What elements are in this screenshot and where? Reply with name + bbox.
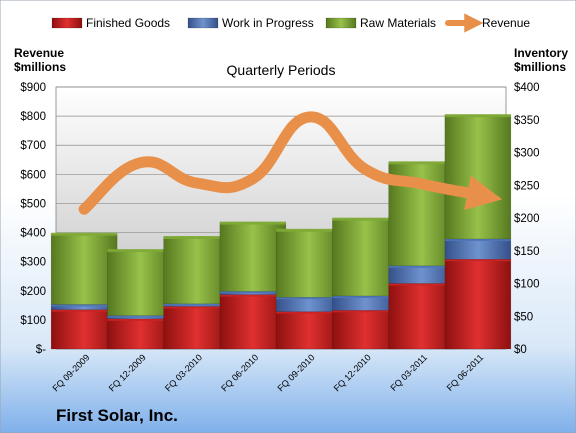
bar-cap-raw-materials <box>107 249 174 253</box>
left-axis-tick-labels: $- $100 $200 $300 $400 $500 $600 $700 $800 $900 <box>20 82 46 356</box>
bar-cap-finished-goods <box>163 305 230 309</box>
bar-cap-work-in-progress <box>276 296 343 300</box>
right-tick-label: $100 <box>514 279 540 291</box>
right-tick-label: $50 <box>514 311 533 323</box>
bar-finished-goods <box>50 309 118 350</box>
right-axis-label-line1: Inventory <box>514 46 568 60</box>
bar-series <box>50 114 512 350</box>
legend-swatch <box>51 17 83 29</box>
bar-cap-work-in-progress <box>163 302 230 306</box>
left-tick-label: $700 <box>20 140 46 152</box>
bar-cap-raw-materials <box>163 235 230 239</box>
right-tick-label: $250 <box>514 180 540 192</box>
left-tick-label: $900 <box>20 82 46 94</box>
bar-raw-materials <box>163 236 230 305</box>
bar-cap-work-in-progress <box>51 303 118 307</box>
right-tick-label: $150 <box>514 246 540 258</box>
right-tick-label: $300 <box>514 148 540 160</box>
bar-cap-finished-goods <box>276 310 343 314</box>
bar-cap-raw-materials <box>51 232 118 236</box>
revenue-line <box>78 111 503 215</box>
bar-cap-finished-goods <box>51 308 118 312</box>
bar-cap-finished-goods <box>219 293 286 297</box>
company-name: First Solar, Inc. <box>56 406 178 425</box>
bar-finished-goods <box>219 294 287 350</box>
bar-cap-finished-goods <box>444 258 511 262</box>
bar-raw-materials <box>275 229 343 298</box>
legend-label: Work in Progress <box>222 16 314 30</box>
legend-label: Finished Goods <box>86 16 170 30</box>
left-tick-label: $500 <box>20 198 46 210</box>
left-tick-label: $800 <box>20 111 46 123</box>
right-axis-label-line2: $millions <box>514 60 566 74</box>
bar-cap-work-in-progress <box>107 314 174 318</box>
bar-cap-work-in-progress <box>444 237 511 241</box>
bar-cap-work-in-progress <box>219 290 286 294</box>
bar-work-in-progress <box>444 238 512 260</box>
bar-finished-goods <box>163 306 230 350</box>
bar-finished-goods <box>107 318 174 350</box>
bar-cap-finished-goods <box>332 309 399 313</box>
left-tick-label: $- <box>36 344 46 356</box>
right-tick-label: $350 <box>514 115 540 127</box>
left-tick-label: $100 <box>20 315 46 327</box>
bar-cap-finished-goods <box>107 317 174 321</box>
bar-finished-goods <box>332 310 399 350</box>
bar-cap-work-in-progress <box>388 264 455 268</box>
legend-label: Revenue <box>482 16 530 30</box>
bar-cap-raw-materials <box>388 161 455 165</box>
left-tick-label: $300 <box>20 257 46 269</box>
legend-swatch <box>325 17 357 29</box>
right-tick-label: $200 <box>514 213 540 225</box>
left-axis-label-line2: $millions <box>14 60 66 74</box>
legend: Finished Goods Work in Progress Raw Materi… <box>51 13 530 33</box>
revenue-line-series <box>78 111 503 215</box>
left-axis-label-line1: Revenue <box>14 46 64 60</box>
bar-raw-materials <box>444 114 512 240</box>
bar-cap-finished-goods <box>388 282 455 286</box>
bar-cap-raw-materials <box>444 114 511 118</box>
bar-raw-materials <box>50 233 118 305</box>
left-tick-label: $200 <box>20 286 46 298</box>
legend-label: Raw Materials <box>360 16 436 30</box>
left-tick-label: $600 <box>20 169 46 181</box>
bar-cap-raw-materials <box>332 217 399 221</box>
legend-swatch <box>187 17 219 29</box>
bar-raw-materials <box>332 218 399 297</box>
chart-subtitle: Quarterly Periods <box>227 62 336 78</box>
right-axis-tick-labels: $0 $50 $100 $150 $200 $250 $300 $350 $400 <box>514 82 540 356</box>
bar-finished-goods <box>444 259 512 350</box>
left-tick-label: $400 <box>20 228 46 240</box>
bar-finished-goods <box>275 311 343 350</box>
bar-cap-raw-materials <box>276 228 343 232</box>
right-tick-label: $400 <box>514 82 540 94</box>
bar-finished-goods <box>388 283 455 350</box>
bar-cap-raw-materials <box>219 221 286 225</box>
right-tick-label: $0 <box>514 344 527 356</box>
bar-cap-work-in-progress <box>332 294 399 298</box>
bar-raw-materials <box>219 222 287 292</box>
